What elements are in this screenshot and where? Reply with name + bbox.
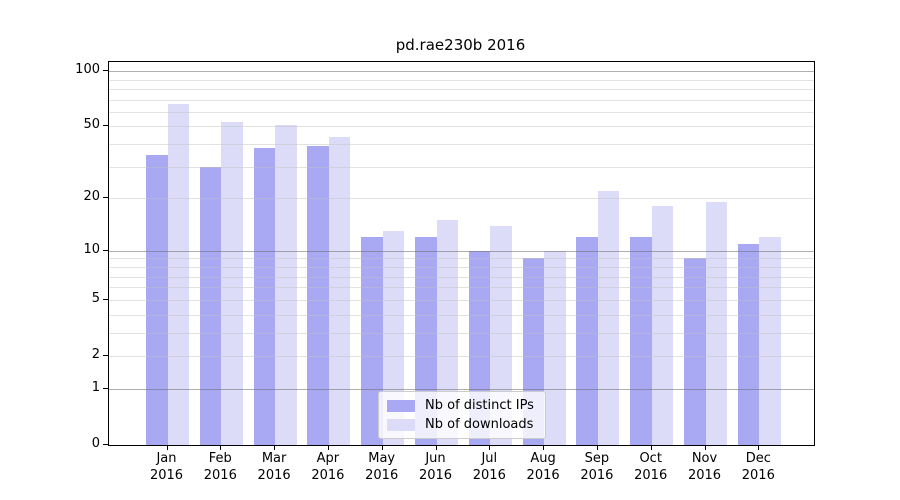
- gridline-minor-90: [109, 79, 814, 81]
- x-tick-label-Apr: Apr 2016: [311, 451, 345, 483]
- y-tick-label-20: 20: [83, 189, 100, 205]
- x-tick-label-Oct: Oct 2016: [634, 451, 668, 483]
- gridline-minor-50: [109, 126, 814, 128]
- y-tickmark-5: [103, 298, 108, 300]
- x-tickmark-Jul: [489, 445, 491, 450]
- y-tickmark-20: [103, 197, 108, 199]
- x-tick-label-May: May 2016: [365, 451, 399, 483]
- gridline-minor-70: [109, 99, 814, 101]
- bar-downloads-Jul: [490, 225, 512, 445]
- x-tick-label-Sep: Sep 2016: [580, 451, 614, 483]
- x-tickmark-Jan: [166, 445, 168, 450]
- gridline-minor-60: [109, 111, 814, 113]
- y-tickmark-1: [103, 387, 108, 389]
- x-tick-label-Jun: Jun 2016: [418, 451, 453, 483]
- bar-ips-Apr: [307, 146, 329, 445]
- bar-ips-Feb: [199, 166, 222, 445]
- x-tick-label-Mar: Mar 2016: [257, 451, 291, 483]
- bar-ips-Mar: [253, 148, 276, 445]
- y-tick-label-5: 5: [91, 290, 100, 306]
- y-tick-label-50: 50: [83, 117, 100, 133]
- bar-downloads-Apr: [328, 136, 351, 445]
- bar-ips-Jan: [146, 154, 168, 445]
- bar-ips-Sep: [576, 237, 598, 445]
- x-tickmark-Oct: [650, 445, 652, 450]
- x-tick-label-Nov: Nov 2016: [687, 451, 722, 483]
- y-tickmark-100: [103, 70, 108, 72]
- bar-downloads-Oct: [651, 206, 674, 445]
- x-tickmark-Jun: [435, 445, 437, 450]
- x-tickmark-Apr: [327, 445, 329, 450]
- x-tick-label-Jan: Jan 2016: [149, 451, 184, 483]
- y-tick-label-100: 100: [75, 62, 100, 78]
- x-tickmark-Aug: [543, 445, 545, 450]
- bar-downloads-Feb: [221, 121, 243, 445]
- legend-swatch-downloads: [387, 418, 415, 431]
- chart-title: pd.rae230b 2016: [395, 36, 526, 54]
- bar-downloads-Aug: [544, 250, 566, 445]
- bar-ips-Dec: [737, 243, 760, 445]
- bar-downloads-Nov: [705, 202, 727, 445]
- bar-downloads-Mar: [275, 124, 297, 445]
- y-tick-label-1: 1: [91, 379, 100, 395]
- x-tickmark-Feb: [220, 445, 222, 450]
- gridline-major-100: [109, 71, 814, 73]
- bar-downloads-Sep: [597, 190, 620, 445]
- bar-ips-May: [361, 237, 383, 445]
- y-tickmark-0: [103, 444, 108, 445]
- legend-item-distinct-ips: Nb of distinct IPs: [387, 398, 534, 413]
- x-tick-label-Dec: Dec 2016: [741, 451, 775, 483]
- y-tick-label-2: 2: [91, 346, 100, 362]
- legend: Nb of distinct IPs Nb of downloads: [378, 391, 546, 439]
- x-tickmark-Mar: [274, 445, 276, 450]
- gridline-minor-80: [109, 88, 814, 90]
- y-tick-label-0: 0: [91, 436, 100, 451]
- bar-downloads-Jan: [167, 104, 189, 445]
- x-tickmark-Nov: [704, 445, 706, 450]
- legend-label-distinct-ips: Nb of distinct IPs: [425, 398, 534, 413]
- legend-item-downloads: Nb of downloads: [387, 417, 534, 432]
- x-tick-label-Aug: Aug 2016: [526, 451, 560, 483]
- x-tickmark-Sep: [596, 445, 598, 450]
- y-tickmark-50: [103, 125, 108, 127]
- bar-ips-Nov: [684, 258, 706, 445]
- y-tickmark-10: [103, 249, 108, 251]
- bar-ips-Oct: [630, 237, 652, 445]
- y-tickmark-2: [103, 354, 108, 356]
- legend-label-downloads: Nb of downloads: [425, 417, 534, 432]
- legend-swatch-distinct-ips: [387, 399, 415, 412]
- plot-area: [108, 61, 815, 446]
- bar-downloads-Dec: [759, 237, 781, 445]
- y-tick-label-10: 10: [83, 241, 100, 257]
- x-tickmark-Dec: [758, 445, 760, 450]
- x-tickmark-May: [381, 445, 383, 450]
- gridline-minor-40: [109, 144, 814, 146]
- x-tick-label-Feb: Feb 2016: [203, 451, 237, 483]
- x-tick-label-Jul: Jul 2016: [472, 451, 506, 483]
